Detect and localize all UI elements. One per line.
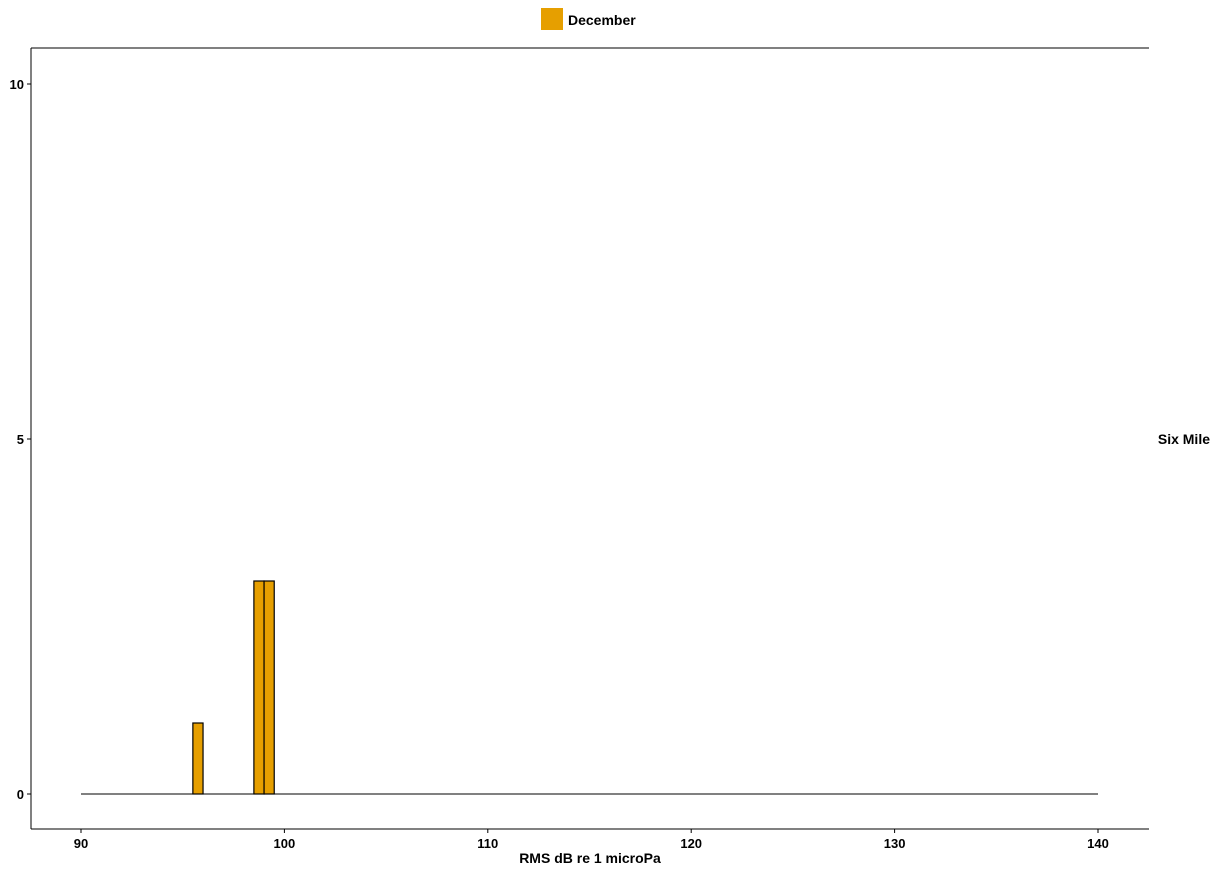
x-tick-label: 110 [477, 836, 498, 851]
bar [263, 580, 275, 795]
x-tick-label: 120 [680, 836, 702, 851]
panel-border [30, 47, 1149, 830]
facet-label: Six Mile [1158, 431, 1210, 447]
bars-layer [192, 580, 275, 795]
y-tick-label: 5 [17, 432, 24, 447]
bar [253, 580, 265, 795]
x-tick-label: 140 [1087, 836, 1109, 851]
x-tick-label: 90 [74, 836, 88, 851]
x-ticks-layer: 90 100 110 120 130 140 [74, 829, 1109, 851]
x-tick-label: 130 [884, 836, 906, 851]
x-axis-title: RMS dB re 1 microPa [519, 850, 661, 866]
legend-key-december [541, 8, 563, 30]
y-tick-label: 10 [10, 77, 24, 92]
legend-label-december: December [568, 12, 636, 28]
y-ticks-layer: 0 5 10 [10, 77, 31, 802]
y-tick-label: 0 [17, 787, 24, 802]
x-tick-label: 100 [274, 836, 296, 851]
bar [192, 722, 204, 795]
legend: December [541, 8, 636, 30]
